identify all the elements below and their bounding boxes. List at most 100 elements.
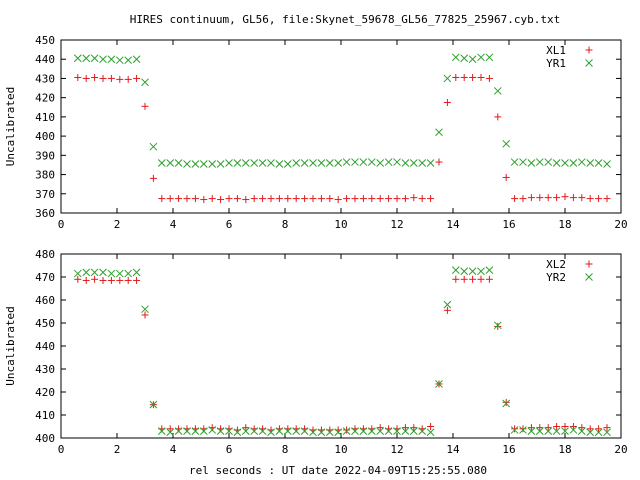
data-point [191, 160, 200, 168]
data-point [367, 427, 376, 435]
data-point [393, 195, 401, 203]
data-point [536, 194, 544, 202]
data-point [199, 427, 208, 435]
data-point [535, 158, 544, 166]
data-point [141, 305, 149, 314]
data-point [426, 159, 435, 167]
y-tick-label: 470 [35, 271, 55, 284]
data-point [90, 268, 99, 277]
data-point [133, 74, 141, 82]
data-point [418, 427, 427, 435]
y-tick-label: 430 [35, 72, 55, 85]
data-point [359, 195, 367, 203]
data-point [158, 195, 166, 203]
data-point [99, 74, 107, 82]
x-tick-label: 6 [226, 443, 233, 456]
data-point [502, 399, 511, 408]
data-point [107, 55, 116, 64]
data-point [376, 427, 385, 435]
x-tick-label: 4 [170, 218, 177, 231]
data-point [233, 195, 241, 203]
data-point [233, 428, 242, 437]
x-tick-label: 20 [614, 218, 627, 231]
data-point [225, 195, 233, 203]
data-point [527, 159, 536, 167]
data-point [552, 159, 561, 167]
data-point [124, 75, 132, 83]
data-point [115, 56, 124, 65]
data-point [73, 269, 82, 278]
data-point [519, 158, 527, 166]
data-point [107, 269, 116, 278]
data-point [250, 159, 259, 167]
data-point [376, 424, 384, 432]
data-point [149, 142, 158, 151]
data-point [241, 159, 250, 167]
y-tick-label: 440 [35, 53, 55, 66]
data-point [578, 424, 586, 432]
data-point [283, 427, 292, 435]
data-point [443, 300, 452, 309]
data-point [409, 159, 418, 167]
data-point [493, 87, 502, 95]
data-point [124, 56, 133, 65]
data-point [477, 267, 485, 276]
data-point [385, 195, 393, 203]
data-point [494, 322, 502, 330]
bottom-chart-panel: 0 2 4 6 8 10 12 14 16 18 20 400 410 420 430 440 450 460 47… [4, 248, 628, 456]
data-point [191, 195, 199, 203]
data-point [91, 73, 99, 81]
data-point [275, 427, 284, 435]
data-point [418, 159, 427, 167]
data-point [536, 424, 544, 432]
x-axis-label: rel seconds : UT date 2022-04-09T15:25:5… [189, 464, 487, 477]
data-point [166, 428, 175, 437]
data-point [342, 427, 351, 435]
data-point [460, 54, 469, 63]
data-point [107, 74, 115, 82]
legend-label: XL2 [546, 258, 566, 271]
data-point [325, 428, 334, 437]
data-point [469, 73, 477, 81]
plot-frame [60, 253, 622, 439]
data-point [174, 427, 183, 435]
data-point [183, 160, 191, 168]
data-point [208, 160, 217, 168]
data-point [577, 427, 586, 435]
data-point [578, 194, 586, 202]
y-tick-label: 410 [35, 111, 55, 124]
figure-title: HIRES continuum, GL56, file:Skynet_59678… [130, 13, 560, 26]
data-point [569, 426, 578, 434]
data-point [552, 427, 561, 435]
data-point [292, 159, 301, 167]
data-point [603, 195, 611, 203]
data-point [569, 423, 577, 430]
data-point [384, 158, 393, 166]
y-tick-label: 430 [35, 363, 55, 376]
data-point [586, 425, 594, 433]
data-point [149, 400, 158, 409]
x-tick-label: 6 [226, 218, 233, 231]
data-point [435, 128, 443, 137]
data-point [174, 159, 183, 167]
data-point [527, 427, 536, 435]
y-axis-label: Uncalibrated [4, 306, 17, 385]
data-point [116, 75, 124, 83]
data-point [485, 266, 494, 274]
data-point [317, 195, 325, 203]
data-point [267, 195, 275, 203]
data-point [267, 159, 275, 167]
data-point [561, 193, 569, 201]
data-point [351, 195, 359, 203]
data-point [401, 159, 410, 167]
data-point [452, 73, 460, 81]
data-point [410, 194, 418, 202]
data-point [460, 267, 469, 276]
data-point [435, 380, 443, 388]
x-tick-label: 0 [58, 218, 65, 231]
data-point [460, 275, 468, 283]
x-tick-label: 12 [390, 218, 403, 231]
data-point [199, 160, 208, 168]
data-point [82, 276, 90, 284]
data-point [577, 158, 586, 166]
